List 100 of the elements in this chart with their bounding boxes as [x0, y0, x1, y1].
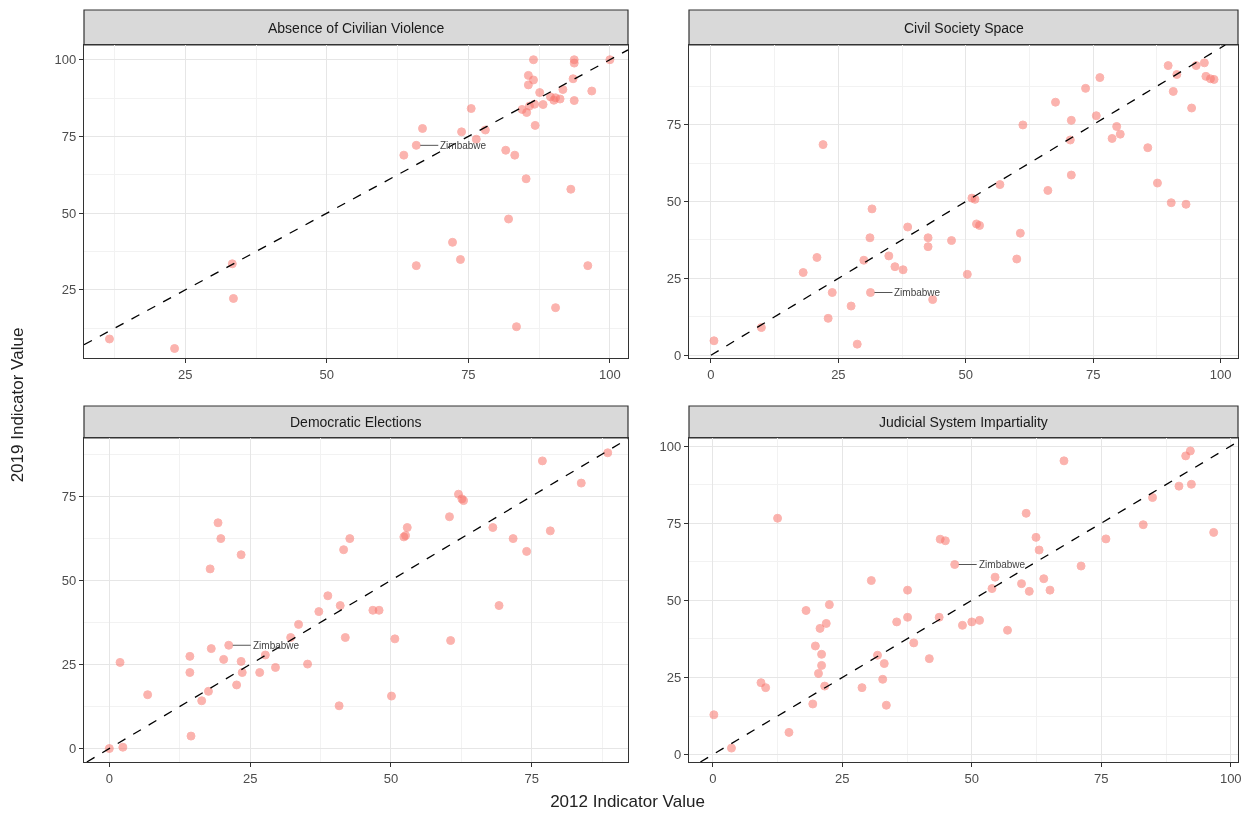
point: [303, 659, 313, 669]
point: [815, 623, 825, 633]
point: [260, 650, 270, 660]
point: [813, 668, 823, 678]
y-tick-label: 25: [666, 670, 682, 685]
point: [488, 523, 498, 532]
y-tick-label: 50: [61, 572, 77, 588]
point: [1043, 185, 1053, 195]
point: [411, 140, 421, 150]
point: [1059, 456, 1069, 466]
point: [446, 636, 456, 646]
point: [903, 222, 913, 232]
point: [523, 80, 533, 90]
point: [726, 743, 736, 753]
point: [928, 295, 938, 305]
point: [890, 262, 900, 272]
annotation: Zimbabwe: [253, 640, 300, 651]
annotation: Zimbabwe: [894, 287, 941, 298]
point: [566, 184, 576, 194]
point: [1209, 527, 1219, 537]
point: [569, 96, 579, 106]
point: [522, 546, 532, 556]
point: [1181, 451, 1191, 461]
x-tick-label: 25: [242, 770, 258, 786]
point: [115, 657, 125, 667]
y-tick-label: 50: [666, 592, 682, 608]
point: [186, 731, 196, 741]
x-tick-label: 75: [1094, 770, 1109, 786]
y-tick-label: 50: [666, 194, 682, 210]
point: [1091, 111, 1101, 121]
point: [418, 123, 428, 133]
x-tick-label: 100: [1219, 770, 1242, 786]
point: [940, 536, 950, 546]
point: [455, 255, 465, 264]
point: [967, 617, 977, 627]
y-tick-label: 75: [61, 488, 77, 504]
point: [773, 513, 783, 523]
point: [402, 523, 412, 532]
point: [962, 269, 972, 279]
x-tick-label: 100: [599, 366, 621, 382]
point: [390, 634, 400, 644]
point: [345, 534, 355, 544]
y-tick-label: 25: [61, 282, 77, 298]
y-tick-label: 25: [61, 656, 77, 672]
point: [1066, 115, 1076, 125]
point: [374, 605, 384, 615]
point: [1051, 97, 1061, 107]
chart-title: Absence of Civilian Violence: [268, 20, 445, 36]
point: [846, 301, 856, 311]
point: [1015, 228, 1025, 238]
point: [1021, 508, 1031, 518]
point: [827, 288, 837, 298]
point: [812, 252, 822, 262]
point: [521, 174, 531, 184]
point: [205, 564, 215, 574]
annotation: Zimbabwe: [440, 140, 487, 151]
point: [583, 261, 593, 271]
point: [923, 233, 933, 243]
point: [987, 584, 997, 594]
point: [1107, 133, 1117, 143]
point: [1101, 534, 1111, 544]
x-tick-label: 25: [835, 770, 850, 786]
point: [537, 456, 547, 466]
point: [1168, 86, 1178, 96]
point: [934, 612, 944, 622]
point: [898, 265, 908, 275]
x-tick-label: 75: [1086, 366, 1101, 382]
point: [857, 683, 867, 693]
point: [1034, 545, 1044, 555]
point: [818, 140, 828, 150]
point: [1186, 479, 1196, 489]
point: [1209, 74, 1219, 84]
point: [903, 612, 913, 622]
point: [314, 607, 324, 617]
chart-title: Democratic Elections: [290, 414, 422, 430]
point: [224, 640, 234, 650]
point: [1166, 198, 1176, 208]
point: [457, 127, 467, 137]
point: [213, 518, 223, 528]
x-tick-label: 0: [105, 770, 113, 786]
y-tick-label: 0: [673, 347, 682, 363]
point: [494, 601, 504, 611]
x-tick-label: 50: [964, 770, 980, 786]
y-tick-label: 50: [61, 205, 77, 221]
x-tick-label: 0: [707, 366, 715, 382]
point: [878, 674, 888, 684]
point: [339, 545, 349, 555]
point: [411, 261, 421, 271]
point: [255, 668, 265, 677]
point: [1039, 574, 1049, 584]
point: [1199, 58, 1209, 68]
point: [1066, 170, 1076, 180]
point: [1112, 121, 1122, 131]
point: [852, 339, 862, 349]
point: [216, 534, 226, 544]
point: [859, 255, 869, 265]
point: [206, 644, 216, 654]
point: [538, 100, 548, 110]
point: [1163, 61, 1173, 71]
point: [1138, 520, 1148, 530]
